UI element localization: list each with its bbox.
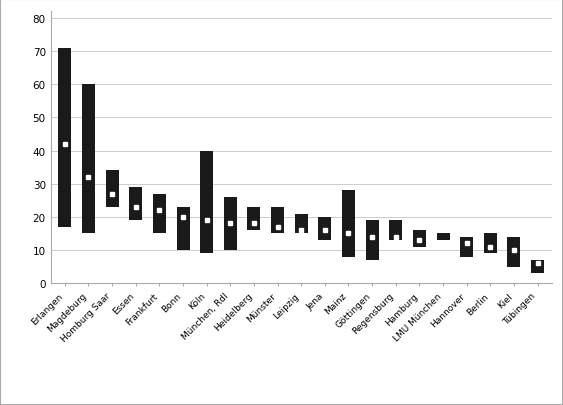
Bar (436, 234, 449, 241)
Bar (342, 191, 355, 257)
Bar (460, 237, 473, 257)
Bar (224, 198, 237, 250)
Bar (294, 214, 308, 234)
Bar (82, 85, 95, 234)
Bar (153, 194, 166, 234)
Bar (177, 207, 190, 250)
Bar (200, 151, 213, 254)
Bar (106, 171, 119, 207)
Bar (365, 221, 378, 260)
Bar (271, 207, 284, 234)
Bar (484, 234, 497, 254)
Bar (247, 207, 261, 230)
Bar (129, 188, 142, 221)
Bar (531, 260, 544, 273)
Bar (413, 230, 426, 247)
Bar (507, 237, 520, 267)
Bar (59, 49, 72, 227)
Bar (318, 217, 332, 241)
Bar (389, 221, 402, 241)
